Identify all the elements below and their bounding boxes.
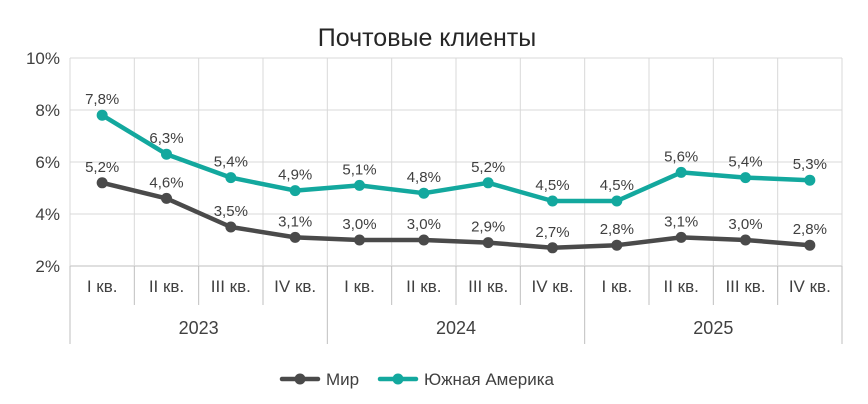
data-point	[225, 221, 237, 233]
data-label: 3,5%	[214, 203, 248, 220]
data-label: 5,6%	[664, 148, 698, 165]
legend-marker	[294, 373, 306, 385]
data-label: 5,2%	[471, 159, 505, 176]
x-group-label: 2025	[693, 318, 733, 338]
data-label: 3,0%	[342, 216, 376, 233]
x-tick-label: II кв.	[663, 277, 698, 296]
data-point	[740, 172, 751, 184]
axes: 2% 4% 6% 8% 10% I кв. II кв. III кв. IV кв. I кв.…	[26, 49, 843, 344]
data-point	[289, 185, 301, 197]
data-label: 4,5%	[535, 177, 569, 194]
legend-label: Южная Америка	[424, 370, 555, 389]
data-label: 2,7%	[535, 224, 569, 241]
data-label: 4,8%	[407, 169, 441, 186]
data-point	[547, 195, 558, 207]
data-point	[675, 231, 687, 243]
y-tick-label: 4%	[35, 205, 60, 224]
data-label: 3,1%	[278, 213, 312, 230]
data-label: 2,8%	[793, 221, 827, 238]
series-line	[99, 180, 813, 251]
data-point	[482, 177, 494, 189]
y-tick-label: 10%	[26, 49, 60, 68]
x-tick-label: IV кв.	[532, 277, 574, 296]
x-tick-label: I кв.	[87, 277, 118, 296]
data-point	[482, 237, 494, 249]
data-label: 5,2%	[85, 159, 119, 176]
data-point	[611, 195, 623, 207]
legend-label: Мир	[326, 370, 359, 389]
data-labels: 5,2% 4,6% 3,5% 3,1% 3,0% 3,0% 2,9% 2,7% 2,8% 3,1%…	[85, 91, 827, 241]
x-tick-label: I кв.	[602, 277, 633, 296]
x-tick-label: III кв.	[211, 277, 251, 296]
data-point	[611, 239, 623, 251]
chart-title: Почтовые клиенты	[318, 24, 536, 52]
data-label: 5,3%	[793, 156, 827, 173]
y-tick-label: 2%	[35, 257, 60, 276]
data-point	[96, 109, 108, 121]
x-group-label: 2023	[179, 318, 219, 338]
data-label: 3,0%	[728, 216, 762, 233]
x-tick-label: II кв.	[406, 277, 441, 296]
data-point	[804, 174, 816, 186]
series	[96, 109, 816, 254]
data-label: 5,4%	[728, 154, 762, 171]
y-tick-label: 6%	[35, 153, 60, 172]
data-label: 4,6%	[149, 174, 183, 191]
grid	[69, 57, 843, 267]
data-point	[418, 234, 430, 246]
x-tick-label: IV кв.	[274, 277, 316, 296]
x-tick-label: III кв.	[468, 277, 508, 296]
data-point	[675, 166, 687, 178]
x-tick-label: III кв.	[725, 277, 765, 296]
data-point	[96, 177, 108, 189]
x-tick-label: I кв.	[344, 277, 375, 296]
data-point	[354, 234, 365, 246]
x-tick-label: IV кв.	[789, 277, 831, 296]
data-point	[418, 187, 430, 199]
data-label: 6,3%	[149, 130, 183, 147]
data-label: 4,5%	[600, 177, 634, 194]
data-label: 3,1%	[664, 213, 698, 230]
data-point	[289, 231, 301, 243]
data-point	[161, 148, 172, 160]
data-label: 4,9%	[278, 167, 312, 184]
series-line	[99, 112, 813, 204]
data-point	[804, 239, 816, 251]
data-point	[161, 192, 172, 204]
legend-marker	[392, 373, 404, 385]
y-tick-label: 8%	[35, 101, 60, 120]
data-point	[225, 172, 237, 184]
data-label: 2,8%	[600, 221, 634, 238]
data-label: 7,8%	[85, 91, 119, 108]
data-label: 5,4%	[214, 154, 248, 171]
x-group-label: 2024	[436, 318, 476, 338]
legend: Мир Южная Америка	[279, 370, 555, 389]
x-tick-label: II кв.	[149, 277, 184, 296]
data-point	[354, 179, 365, 191]
data-label: 5,1%	[342, 161, 376, 178]
data-point	[740, 234, 751, 246]
data-label: 3,0%	[407, 216, 441, 233]
data-point	[547, 242, 558, 254]
data-label: 2,9%	[471, 219, 505, 236]
